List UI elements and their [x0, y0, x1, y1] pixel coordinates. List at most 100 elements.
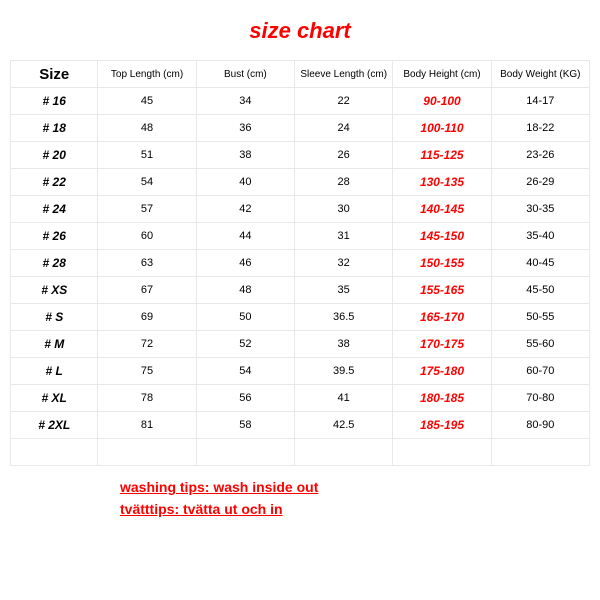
size-table: Size Top Length (cm) Bust (cm) Sleeve Le… [10, 60, 590, 466]
table-row: # 2XL815842.5185-19580-90 [11, 412, 590, 439]
table-row: # 20513826115-12523-26 [11, 142, 590, 169]
table-row: # M725238170-17555-60 [11, 331, 590, 358]
cell-top-length: 63 [98, 250, 196, 277]
cell-sleeve: 31 [295, 223, 393, 250]
cell-sleeve: 35 [295, 277, 393, 304]
cell-bust: 50 [196, 304, 294, 331]
cell-top-length: 48 [98, 115, 196, 142]
cell-top-length: 72 [98, 331, 196, 358]
table-row: # 28634632150-15540-45 [11, 250, 590, 277]
cell-top-length: 60 [98, 223, 196, 250]
cell-sleeve: 41 [295, 385, 393, 412]
table-row: # S695036.5165-17050-55 [11, 304, 590, 331]
cell-sleeve: 36.5 [295, 304, 393, 331]
tips-line-1: washing tips: wash inside out [120, 476, 590, 498]
cell-body-weight: 23-26 [491, 142, 589, 169]
cell-body-height: 185-195 [393, 412, 491, 439]
cell-sleeve: 42.5 [295, 412, 393, 439]
table-row: # 24574230140-14530-35 [11, 196, 590, 223]
cell-bust: 52 [196, 331, 294, 358]
cell-bust: 38 [196, 142, 294, 169]
cell-size: # 18 [11, 115, 98, 142]
cell-top-length: 45 [98, 88, 196, 115]
cell-body-height: 170-175 [393, 331, 491, 358]
col-bust: Bust (cm) [196, 61, 294, 88]
cell-body-height: 155-165 [393, 277, 491, 304]
cell-size: # 22 [11, 169, 98, 196]
cell-size: # S [11, 304, 98, 331]
cell-bust: 48 [196, 277, 294, 304]
cell-body-height: 165-170 [393, 304, 491, 331]
cell-body-height: 140-145 [393, 196, 491, 223]
cell-bust: 40 [196, 169, 294, 196]
cell-top-length: 75 [98, 358, 196, 385]
cell-size: # XS [11, 277, 98, 304]
cell-body-height: 145-150 [393, 223, 491, 250]
cell-body-weight: 18-22 [491, 115, 589, 142]
cell-body-weight: 50-55 [491, 304, 589, 331]
cell-sleeve: 30 [295, 196, 393, 223]
cell-top-length: 67 [98, 277, 196, 304]
cell-body-weight: 60-70 [491, 358, 589, 385]
col-top-length: Top Length (cm) [98, 61, 196, 88]
chart-title: size chart [10, 18, 590, 44]
cell-top-length: 78 [98, 385, 196, 412]
table-row-empty [11, 439, 590, 466]
tips-line-2: tvätttips: tvätta ut och in [120, 498, 590, 520]
cell-body-height: 150-155 [393, 250, 491, 277]
cell-body-height: 90-100 [393, 88, 491, 115]
cell-body-weight: 80-90 [491, 412, 589, 439]
cell-size: # 20 [11, 142, 98, 169]
cell-size: # M [11, 331, 98, 358]
cell-bust: 58 [196, 412, 294, 439]
cell-body-height: 180-185 [393, 385, 491, 412]
table-row: # 26604431145-15035-40 [11, 223, 590, 250]
cell-size: # XL [11, 385, 98, 412]
cell-sleeve: 28 [295, 169, 393, 196]
cell-body-height: 175-180 [393, 358, 491, 385]
cell-bust: 44 [196, 223, 294, 250]
cell-bust: 56 [196, 385, 294, 412]
cell-size: # 2XL [11, 412, 98, 439]
col-sleeve: Sleeve Length (cm) [295, 61, 393, 88]
table-row: # L755439.5175-18060-70 [11, 358, 590, 385]
cell-bust: 42 [196, 196, 294, 223]
cell-body-weight: 45-50 [491, 277, 589, 304]
cell-size: # 24 [11, 196, 98, 223]
col-size: Size [11, 61, 98, 88]
cell-sleeve: 26 [295, 142, 393, 169]
cell-bust: 46 [196, 250, 294, 277]
cell-top-length: 51 [98, 142, 196, 169]
col-body-weight: Body Weight (KG) [491, 61, 589, 88]
cell-top-length: 69 [98, 304, 196, 331]
table-row: # 18483624100-11018-22 [11, 115, 590, 142]
cell-body-weight: 14-17 [491, 88, 589, 115]
cell-sleeve: 24 [295, 115, 393, 142]
cell-sleeve: 32 [295, 250, 393, 277]
cell-top-length: 54 [98, 169, 196, 196]
cell-bust: 34 [196, 88, 294, 115]
table-row: # XL785641180-18570-80 [11, 385, 590, 412]
table-row: # XS674835155-16545-50 [11, 277, 590, 304]
cell-body-height: 115-125 [393, 142, 491, 169]
col-body-height: Body Height (cm) [393, 61, 491, 88]
cell-body-weight: 70-80 [491, 385, 589, 412]
cell-size: # 28 [11, 250, 98, 277]
cell-bust: 36 [196, 115, 294, 142]
cell-size: # 26 [11, 223, 98, 250]
cell-sleeve: 38 [295, 331, 393, 358]
cell-size: # L [11, 358, 98, 385]
cell-body-weight: 26-29 [491, 169, 589, 196]
washing-tips: washing tips: wash inside out tvätttips:… [120, 476, 590, 520]
cell-body-weight: 55-60 [491, 331, 589, 358]
cell-body-height: 100-110 [393, 115, 491, 142]
table-row: # 22544028130-13526-29 [11, 169, 590, 196]
cell-top-length: 57 [98, 196, 196, 223]
cell-body-weight: 40-45 [491, 250, 589, 277]
cell-size: # 16 [11, 88, 98, 115]
cell-body-weight: 35-40 [491, 223, 589, 250]
cell-sleeve: 39.5 [295, 358, 393, 385]
table-row: # 1645342290-10014-17 [11, 88, 590, 115]
cell-top-length: 81 [98, 412, 196, 439]
cell-bust: 54 [196, 358, 294, 385]
